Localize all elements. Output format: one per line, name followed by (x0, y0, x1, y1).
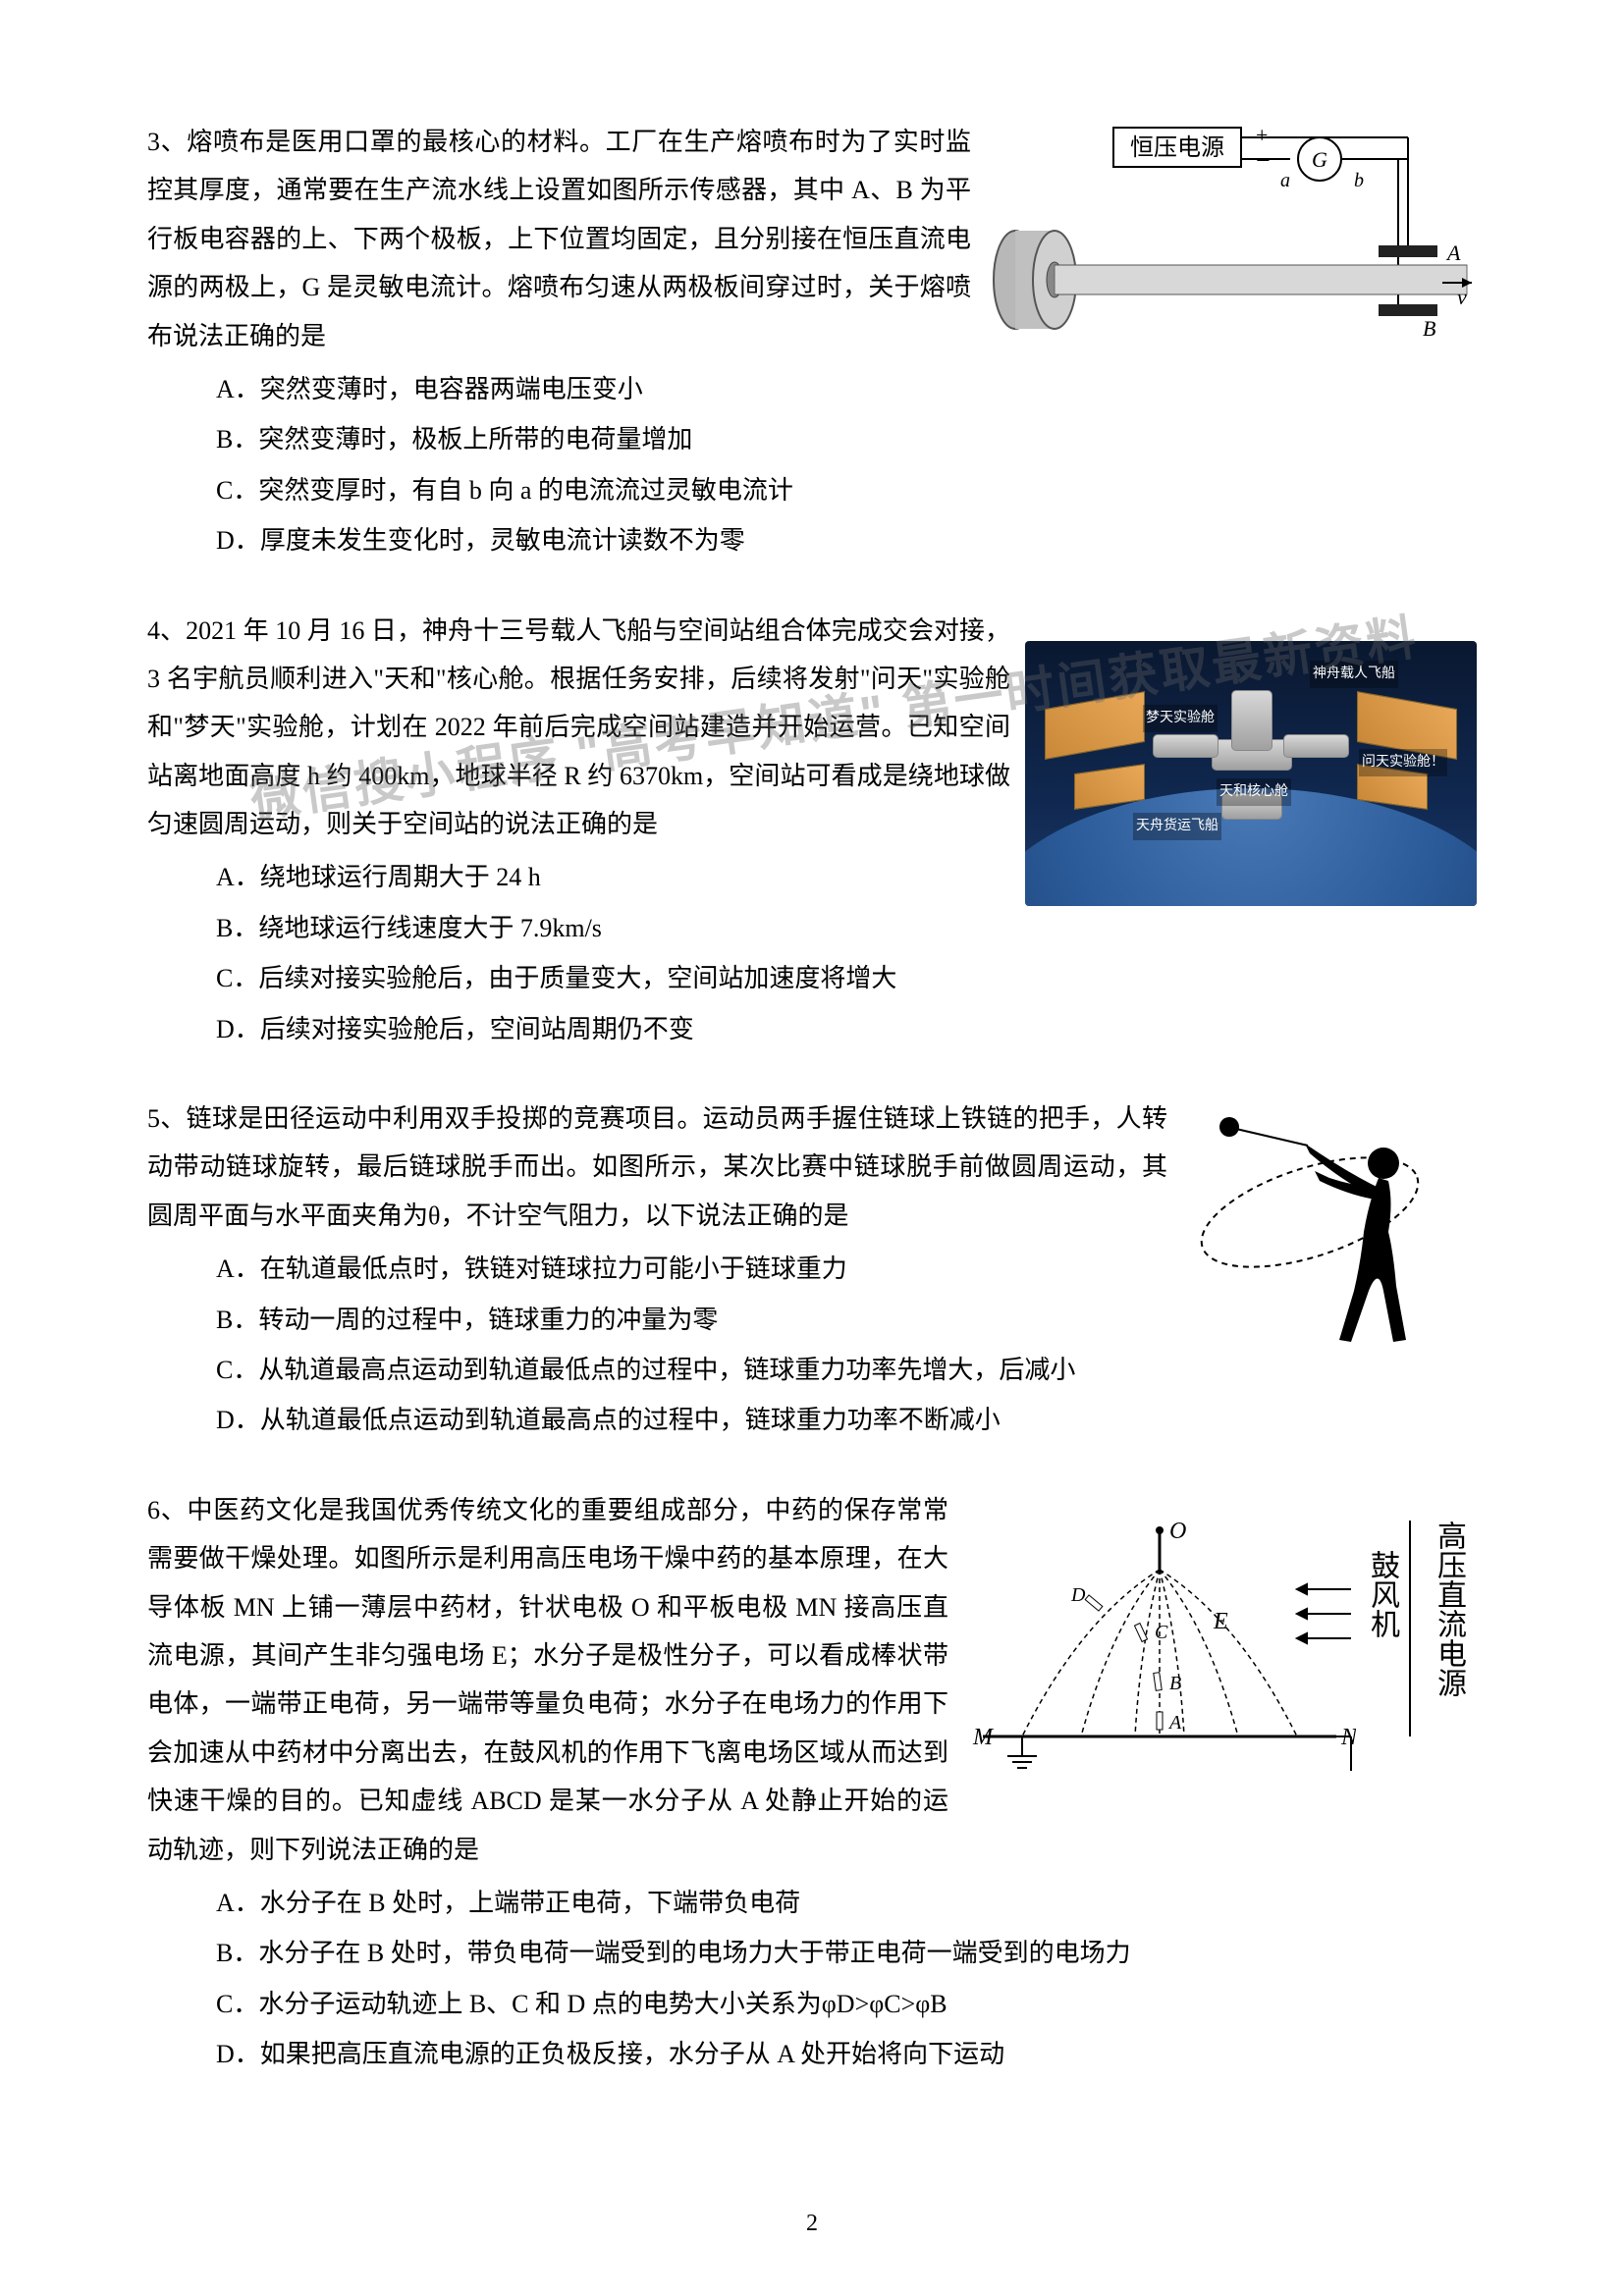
b-label: b (1354, 170, 1364, 191)
q5-number: 5、 (147, 1104, 187, 1133)
g-label: G (1312, 147, 1327, 172)
plus-label: + (1256, 123, 1268, 147)
q4-figure: 神舟载人飞船 梦天实验舱 天和核心舱 问天实验舱！ 天舟货运飞船 (1025, 641, 1477, 906)
q6-number: 6、 (147, 1496, 188, 1524)
q6-opt-a: A．水分子在 B 处时，上端带正电荷，下端带负电荷 (216, 1879, 1477, 1927)
q6-options: A．水分子在 B 处时，上端带正电荷，下端带负电荷 B．水分子在 B 处时，带负… (147, 1879, 1477, 2079)
q3-intro: 熔喷布是医用口罩的最核心的材料。工厂在生产熔喷布时为了实时监控其厚度，通常要在生… (147, 128, 971, 350)
page-number: 2 (806, 2202, 818, 2247)
q4-opt-b: B．绕地球运行线速度大于 7.9km/s (216, 904, 1477, 952)
q3-number: 3、 (147, 128, 187, 156)
o-label: O (1169, 1521, 1186, 1544)
plate-a-label: A (1445, 240, 1461, 265)
q6-opt-d: D．如果把高压直流电源的正负极反接，水分子从 A 处开始将向下运动 (216, 2030, 1477, 2078)
q6-figure: M N O A (963, 1521, 1477, 1776)
c-label: C (1155, 1622, 1168, 1643)
q6-intro: 中医药文化是我国优秀传统文化的重要组成部分，中药的保存常常需要做干燥处理。如图所… (147, 1496, 948, 1864)
q3-opt-c: C．突然变厚时，有自 b 向 a 的电流流过灵敏电流计 (216, 466, 1477, 514)
q3-options: A．突然变薄时，电容器两端电压变小 B．突然变薄时，极板上所带的电荷量增加 C．… (147, 365, 1477, 565)
hv-power-label: 高压直流电源 (1409, 1521, 1477, 1736)
q3-figure: 恒压电源 + − G a b A (986, 118, 1477, 359)
q6-opt-c: C．水分子运动轨迹上 B、C 和 D 点的电势大小关系为φD>φC>φB (216, 1980, 1477, 2028)
m-label: M (972, 1725, 995, 1750)
q5-figure (1182, 1095, 1477, 1365)
q4-intro: 2021 年 10 月 16 日，神舟十三号载人飞船与空间站组合体完成交会对接，… (147, 616, 1010, 839)
d-label: D (1070, 1584, 1086, 1606)
q5-intro: 链球是田径运动中利用双手投掷的竞赛项目。运动员两手握住链球上铁链的把手，人转动带… (147, 1104, 1167, 1230)
a-label: A (1167, 1712, 1182, 1734)
question-6: M N O A (147, 1486, 1477, 2081)
q3-opt-d: D．厚度未发生变化时，灵敏电流计读数不为零 (216, 516, 1477, 564)
question-3: 恒压电源 + − G a b A (147, 118, 1477, 567)
q4-label3: 天和核心舱 (1217, 778, 1291, 807)
question-4: 神舟载人飞船 梦天实验舱 天和核心舱 问天实验舱！ 天舟货运飞船 4、2021 … (147, 607, 1477, 1056)
q4-label4: 问天实验舱！ (1359, 749, 1447, 777)
q6-opt-b: B．水分子在 B 处时，带负电荷一端受到的电场力大于带正电荷一端受到的电场力 (216, 1929, 1477, 1977)
a-label: a (1280, 170, 1290, 191)
q3-opt-a: A．突然变薄时，电容器两端电压变小 (216, 365, 1477, 413)
minus-label: − (1256, 146, 1271, 175)
q5-opt-d: D．从轨道最低点运动到轨道最高点的过程中，链球重力功率不断减小 (216, 1396, 1477, 1444)
plate-b-label: B (1423, 316, 1435, 341)
blower-label: 鼓风机 (1364, 1550, 1399, 1678)
v-label: v (1457, 285, 1467, 309)
e-label: E (1213, 1609, 1228, 1634)
power-label: 恒压电源 (1130, 134, 1224, 161)
b-label2: B (1169, 1673, 1181, 1694)
q4-opt-c: C．后续对接实验舱后，由于质量变大，空间站加速度将增大 (216, 954, 1477, 1002)
q4-label2: 梦天实验舱 (1143, 705, 1218, 733)
question-5: 5、链球是田径运动中利用双手投掷的竞赛项目。运动员两手握住链球上铁链的把手，人转… (147, 1095, 1477, 1447)
q4-label5: 天舟货运飞船 (1133, 813, 1221, 841)
q4-number: 4、 (147, 616, 186, 645)
q4-label1: 神舟载人飞船 (1310, 661, 1398, 689)
space-station-image: 神舟载人飞船 梦天实验舱 天和核心舱 问天实验舱！ 天舟货运飞船 (1025, 641, 1477, 906)
q4-opt-d: D．后续对接实验舱后，空间站周期仍不变 (216, 1005, 1477, 1053)
q3-opt-b: B．突然变薄时，极板上所带的电荷量增加 (216, 415, 1477, 463)
